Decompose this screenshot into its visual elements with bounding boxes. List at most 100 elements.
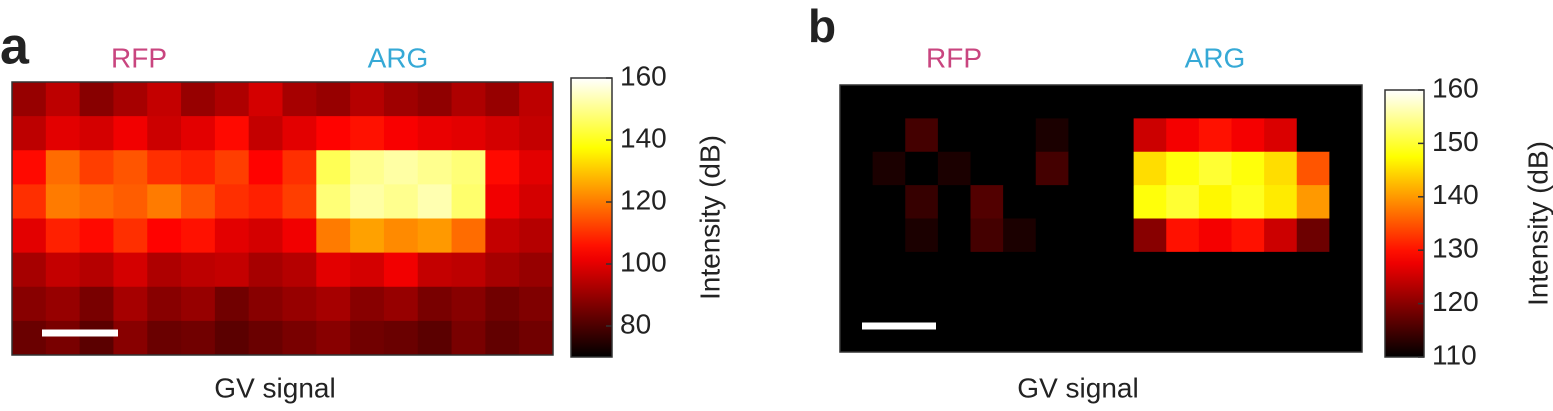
heatmap-cell: [905, 85, 939, 119]
heatmap-cell: [905, 218, 939, 253]
heatmap-cell: [1101, 218, 1135, 253]
heatmap-cell: [147, 218, 182, 254]
heatmap-cell: [181, 82, 216, 117]
heatmap-cell: [1101, 318, 1135, 353]
heatmap-cell: [1329, 151, 1363, 186]
heatmap-cell: [12, 184, 47, 219]
heatmap-cell: [970, 151, 1004, 186]
heatmap-cell: [417, 286, 453, 322]
heatmap-cell: [417, 320, 453, 356]
heatmap-cell: [1101, 151, 1135, 186]
heatmap-cell: [147, 184, 182, 219]
heatmap-cell: [1198, 85, 1232, 119]
heatmap-cell: [1101, 118, 1135, 153]
heatmap-cell: [350, 252, 385, 288]
heatmap-cell: [214, 150, 250, 185]
heatmap-cell: [1068, 118, 1102, 153]
heatmap-cell: [1296, 118, 1330, 153]
heatmap-cell: [248, 184, 283, 219]
heatmap-cell: [1329, 85, 1363, 119]
heatmap-cell: [1264, 118, 1298, 153]
heatmap-cell: [282, 116, 317, 151]
heatmap-cell: [147, 286, 182, 322]
colorbar-tick-label: 80: [620, 308, 651, 339]
heatmap-cell: [417, 218, 453, 254]
heatmap-cell: [1231, 251, 1265, 286]
heatmap-cell: [519, 252, 554, 288]
heatmap-cell: [181, 150, 216, 185]
heatmap-cell: [1068, 285, 1102, 320]
heatmap-cell: [12, 116, 47, 151]
heatmap-cell: [1068, 185, 1102, 219]
heatmap-cell: [840, 151, 874, 186]
heatmap-cell: [1198, 251, 1232, 286]
heatmap-cell: [417, 252, 453, 288]
heatmap-cell: [872, 185, 906, 219]
heatmap-cell: [1198, 118, 1232, 153]
heatmap-cell: [45, 252, 81, 288]
heatmap-cell: [1231, 85, 1265, 119]
heatmap-cell: [1035, 85, 1069, 119]
heatmap-cell: [45, 320, 81, 356]
heatmap-cell: [1035, 185, 1069, 219]
heatmap-cell: [248, 286, 283, 322]
heatmap-cell: [417, 150, 453, 185]
heatmap-cell: [937, 85, 971, 119]
heatmap-cell: [1231, 285, 1265, 320]
heatmap-cell: [214, 116, 250, 151]
heatmap-cell: [147, 150, 182, 185]
heatmap-cell: [1068, 151, 1102, 186]
heatmap-cell: [1035, 285, 1069, 320]
heatmap-cell: [113, 150, 148, 185]
heatmap-cell: [147, 82, 182, 117]
heatmap-cell: [451, 150, 486, 185]
heatmap-cell: [1035, 151, 1069, 186]
heatmap-cell: [282, 184, 317, 219]
heatmap-cell: [1166, 151, 1200, 186]
heatmap-cell: [79, 116, 114, 151]
heatmap-cell: [12, 218, 47, 254]
heatmap-cell: [970, 318, 1004, 353]
heatmap-cell: [1003, 251, 1037, 286]
heatmap-cell: [181, 116, 216, 151]
heatmap-cell: [1003, 285, 1037, 320]
heatmap-cell: [1101, 85, 1135, 119]
heatmap-cell: [181, 252, 216, 288]
heatmap-cell: [1264, 218, 1298, 253]
x-axis-label: GV signal: [214, 372, 335, 403]
heatmap-cell: [905, 118, 939, 153]
heatmap-cell: [872, 151, 906, 186]
heatmap-cell: [485, 218, 520, 254]
heatmap-cell: [45, 286, 81, 322]
heatmap-cell: [1264, 318, 1298, 353]
heatmap-cell: [383, 320, 419, 356]
heatmap-cell: [113, 218, 148, 254]
colorbar-tick-label: 140: [1432, 179, 1479, 210]
heatmap-cell: [316, 286, 351, 322]
heatmap-cell: [147, 116, 182, 151]
heatmap-cell: [316, 218, 351, 254]
heatmap-cell: [485, 82, 520, 117]
heatmap-cell: [417, 82, 453, 117]
heatmap-cell: [451, 320, 486, 356]
region-label: ARG: [368, 42, 429, 73]
heatmap-cell: [1296, 151, 1330, 186]
heatmap-cell: [485, 320, 520, 356]
heatmap-cell: [840, 218, 874, 253]
heatmap-cell: [316, 252, 351, 288]
heatmap-cell: [937, 251, 971, 286]
heatmap-cell: [970, 251, 1004, 286]
heatmap-cell: [1035, 118, 1069, 153]
x-axis-label: GV signal: [1017, 372, 1138, 403]
heatmap-cell: [840, 285, 874, 320]
colorbar-tick-label: 120: [1432, 286, 1479, 317]
heatmap-cell: [417, 184, 453, 219]
heatmap-cell: [1231, 151, 1265, 186]
heatmap-cell: [1133, 318, 1167, 353]
heatmap-cell: [1264, 185, 1298, 219]
heatmap-cell: [1198, 318, 1232, 353]
heatmap-cell: [1003, 85, 1037, 119]
heatmap-cell: [383, 286, 419, 322]
heatmap-cell: [383, 184, 419, 219]
heatmap-cell: [181, 218, 216, 254]
